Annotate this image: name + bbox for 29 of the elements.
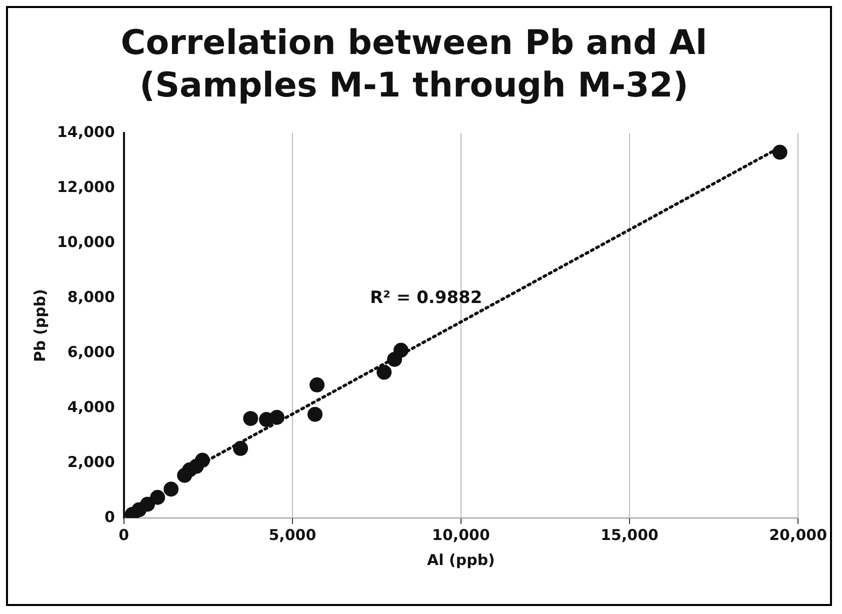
x-tick-label: 0	[118, 526, 130, 544]
point	[177, 468, 192, 483]
annotation: R² = 0.9882	[370, 288, 482, 308]
y-tick-label: 6,000	[67, 342, 115, 361]
point	[150, 490, 166, 505]
y-tick-label: 14,000	[56, 122, 115, 141]
y-tick-label: 10,000	[56, 232, 115, 251]
point	[243, 410, 258, 426]
text: Correlation between Pb and Al	[120, 23, 708, 64]
y-tick-label: 4,000	[67, 398, 115, 416]
y-tick-label: 12,000	[56, 178, 115, 196]
x-axis-title: Al (ppb)	[427, 550, 495, 569]
point	[308, 406, 323, 422]
y-tick-label: 0	[104, 508, 115, 526]
x-tick-label: 10,000	[432, 526, 490, 544]
x-tick-label: 15,000	[600, 526, 658, 544]
y-tick-label: 2,000	[67, 452, 115, 471]
point	[233, 440, 248, 456]
y-tick-label: 8,000	[67, 288, 115, 306]
text: (Samples M-1 through M-32)	[140, 66, 688, 106]
point	[310, 377, 325, 392]
x-tick-label: 5,000	[268, 526, 316, 544]
y-axis-title: Pb (ppb)	[30, 289, 49, 362]
point	[772, 144, 788, 160]
point	[393, 342, 408, 358]
point	[376, 364, 392, 380]
x-tick-label: 20,000	[769, 526, 828, 544]
point	[269, 410, 284, 425]
point	[164, 482, 179, 497]
